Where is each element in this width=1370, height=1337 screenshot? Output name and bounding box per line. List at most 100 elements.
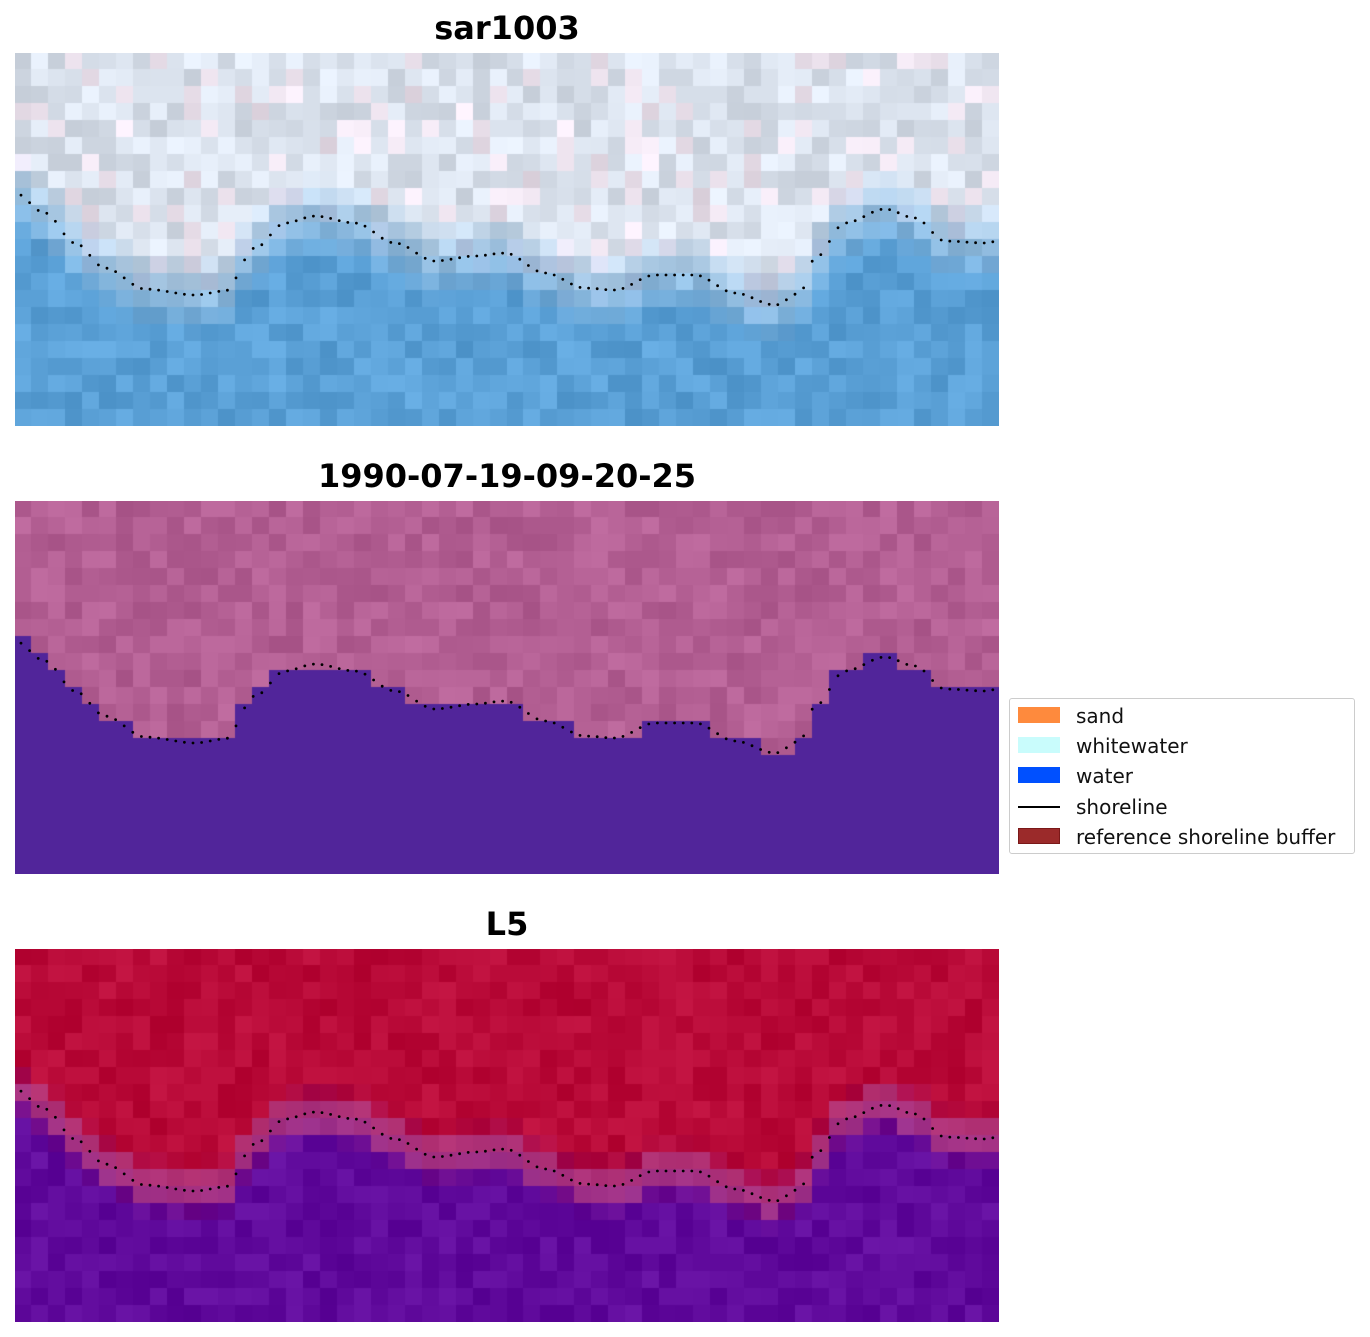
shoreline-point [690, 273, 694, 277]
classified-image-canvas [15, 501, 999, 874]
shoreline-point [914, 216, 917, 220]
shoreline-dots-classified [19, 641, 995, 754]
shoreline-point [647, 1170, 651, 1174]
shoreline-point [475, 702, 479, 706]
shoreline-point [957, 240, 960, 243]
shoreline-point [518, 257, 522, 261]
shoreline-point [552, 1169, 556, 1173]
shoreline-point [415, 1147, 418, 1151]
shoreline-point [853, 219, 857, 223]
shoreline-point [595, 287, 599, 291]
shoreline-point [294, 667, 298, 671]
shoreline-point [939, 686, 943, 690]
shoreline-point [535, 717, 539, 721]
shoreline-point [286, 1117, 289, 1121]
shoreline-point [845, 221, 848, 225]
shoreline-point [974, 1137, 977, 1141]
shoreline-point [810, 259, 814, 263]
shoreline-point [759, 748, 762, 751]
shoreline-point [243, 1154, 247, 1158]
shoreline-point [750, 1192, 754, 1196]
shoreline-point [673, 721, 676, 725]
shoreline-point [363, 224, 367, 228]
shoreline-point [570, 1178, 573, 1182]
shoreline-point [406, 1142, 410, 1145]
shoreline-point [312, 1110, 315, 1114]
shoreline-point [294, 219, 298, 223]
shoreline-point [165, 738, 169, 741]
shoreline-point [131, 1178, 135, 1182]
shoreline-point [957, 1136, 960, 1139]
shoreline-point [217, 738, 221, 741]
shoreline-point [888, 208, 891, 212]
shoreline-point [939, 238, 943, 242]
shoreline-point [862, 663, 866, 666]
shoreline-point [871, 1106, 874, 1110]
shoreline-point [148, 735, 152, 739]
shoreline-point [251, 247, 255, 250]
shoreline-point [613, 288, 616, 292]
shoreline-point [819, 1149, 823, 1152]
shoreline-point [948, 687, 952, 691]
shoreline-point [346, 1117, 350, 1120]
rgb-image-canvas [15, 53, 999, 426]
shoreline-point [690, 721, 694, 725]
shoreline-point [767, 302, 771, 306]
shoreline-point [845, 669, 848, 673]
shoreline-point [165, 1186, 169, 1189]
shoreline-point [750, 296, 754, 300]
shoreline-point [896, 659, 900, 663]
shoreline-point [948, 1135, 952, 1139]
shoreline-point [62, 232, 66, 236]
index-image-canvas [15, 949, 999, 1322]
shoreline-point [157, 736, 161, 740]
shoreline-point [157, 288, 161, 292]
shoreline-point [664, 721, 668, 725]
shoreline-point [363, 1120, 367, 1124]
shoreline-point [260, 243, 264, 247]
shoreline-point [105, 266, 109, 270]
shoreline-point [638, 1174, 642, 1177]
shoreline-point [793, 740, 797, 744]
shoreline-point [148, 287, 152, 291]
shoreline-point [922, 669, 926, 673]
legend-label-water: water [1076, 764, 1133, 788]
shoreline-point [767, 1198, 771, 1202]
shoreline-point [303, 216, 307, 220]
shoreline-point [226, 1184, 229, 1188]
shoreline-point [587, 286, 590, 290]
shoreline-point [226, 288, 229, 292]
shoreline-point [372, 230, 375, 234]
shoreline-point [191, 741, 195, 745]
shoreline-point [389, 1137, 393, 1140]
shoreline-point [733, 739, 737, 743]
shoreline-point [888, 1104, 891, 1107]
shoreline-point [62, 680, 66, 684]
shoreline-point [71, 241, 74, 244]
shoreline-point [871, 658, 874, 662]
shoreline-point [191, 1189, 195, 1193]
shoreline-point [105, 1162, 109, 1166]
shoreline-point [294, 1115, 298, 1119]
shoreline-point [217, 290, 221, 293]
shoreline-point [114, 1166, 117, 1169]
shoreline-point [492, 252, 496, 256]
shoreline-point [570, 730, 573, 734]
shoreline-point [587, 1182, 590, 1186]
shoreline-point [466, 1151, 470, 1154]
shoreline-point [346, 669, 350, 672]
shoreline-point [638, 726, 642, 729]
shoreline-point [501, 1147, 504, 1151]
shoreline-point [380, 684, 384, 688]
legend-item-whitewater: whitewater [1010, 734, 1356, 759]
shoreline-point [982, 241, 986, 245]
shoreline-point [88, 701, 92, 705]
shoreline-point [621, 287, 625, 290]
shoreline-point [939, 1134, 943, 1138]
shoreline-point [303, 1112, 307, 1116]
shoreline-point [337, 219, 341, 223]
shoreline-point [638, 278, 642, 281]
shoreline-point [277, 224, 281, 228]
shoreline-point [518, 1153, 522, 1157]
shoreline-point [458, 256, 461, 260]
